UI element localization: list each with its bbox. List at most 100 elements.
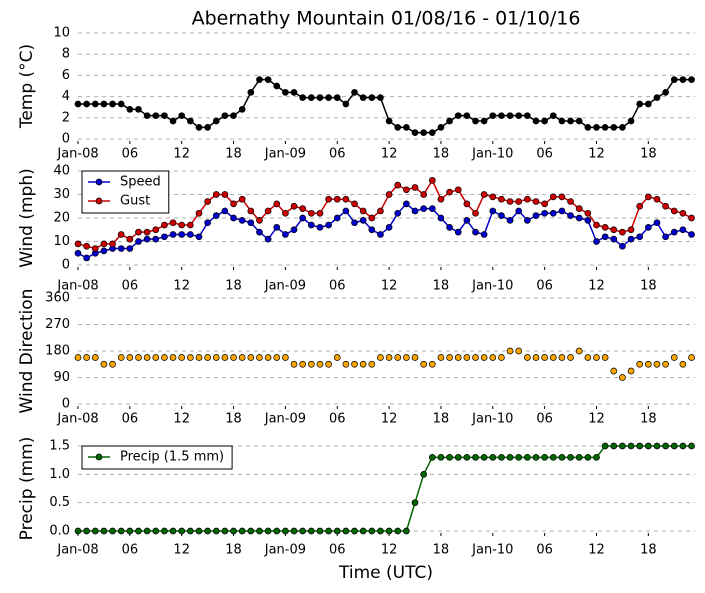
data-point [385,191,393,198]
data-point [368,226,376,234]
data-point [403,354,410,361]
data-point [74,354,82,361]
data-point [342,360,350,368]
data-point [446,224,453,231]
data-point [506,217,514,224]
data-point [541,200,548,208]
data-point [178,231,186,238]
data-point [636,442,644,450]
legend-label: Gust [120,194,150,209]
data-point [273,224,281,231]
data-point [368,214,376,222]
data-point [169,527,177,535]
data-point [619,123,626,131]
data-point [117,245,125,252]
data-point [688,354,695,361]
data-point [662,442,669,450]
data-point [567,212,574,219]
data-point [506,347,514,355]
series-line [78,78,692,134]
x-tick-label: 18 [433,279,450,294]
x-tick-label: Jan-09 [264,147,306,162]
data-point [411,354,419,361]
data-point [152,226,160,234]
data-point [74,249,82,257]
data-point [117,231,125,238]
legend-label: Precip (1.5 mm) [120,450,224,465]
data-point [325,195,332,203]
data-point [359,207,367,215]
data-point [420,205,428,212]
data-point [333,195,341,203]
data-point [411,207,419,215]
data-point [316,94,324,102]
data-point [506,453,514,461]
y-tick-label: 40 [53,164,70,179]
x-tick-label: Jan-10 [471,543,513,558]
data-point [178,112,186,120]
data-point [463,112,471,120]
x-tick-label: Jan-08 [56,147,98,162]
data-point [575,205,583,212]
x-tick-label: 06 [329,543,346,558]
x-tick-label: Jan-09 [264,543,306,558]
data-point [307,221,315,229]
data-point [610,367,618,375]
data-point [264,354,272,361]
data-point [679,226,687,234]
data-point [342,527,350,535]
data-point [83,242,90,250]
data-point [195,527,203,535]
data-point [454,112,462,120]
data-point [524,112,531,120]
data-point [316,209,324,217]
data-point [83,527,90,535]
data-point [299,527,307,535]
data-point [247,207,255,215]
data-point [377,207,384,215]
x-tick-label: 12 [588,279,605,294]
data-point [489,193,497,201]
data-point [472,453,479,461]
x-tick-label: 18 [225,147,242,162]
data-point [688,231,695,238]
data-point [342,100,350,108]
x-tick-label: Jan-10 [471,412,513,427]
y-axis-label: Wind (mph) [17,168,37,268]
data-point [463,354,471,361]
x-tick-label: Jan-08 [56,543,98,558]
data-point [411,499,419,507]
data-point [446,117,453,125]
data-point [135,228,142,236]
data-point [247,89,255,96]
data-point [454,354,462,361]
data-point [325,527,332,535]
data-point [100,240,108,248]
data-point [247,219,255,227]
data-point [601,233,609,241]
x-tick-label: 12 [381,412,398,427]
data-point [247,354,255,361]
data-point [273,527,281,535]
x-tick-label: 18 [433,147,450,162]
data-point [428,177,436,184]
data-point [385,117,393,125]
data-point [403,186,410,194]
y-axis-label: Precip (mm) [17,437,37,541]
data-point [541,209,548,217]
data-point [169,354,177,361]
data-point [454,228,462,236]
data-point [688,442,695,450]
data-point [135,354,142,361]
data-point [212,212,220,219]
x-tick-label: 06 [122,147,139,162]
data-point [532,354,540,361]
x-tick-label: 12 [381,543,398,558]
data-point [567,354,574,361]
data-point [610,123,618,131]
data-point [74,527,82,535]
data-point [264,207,272,215]
data-point [428,129,436,136]
x-tick-label: 06 [536,147,553,162]
data-point [558,354,566,361]
